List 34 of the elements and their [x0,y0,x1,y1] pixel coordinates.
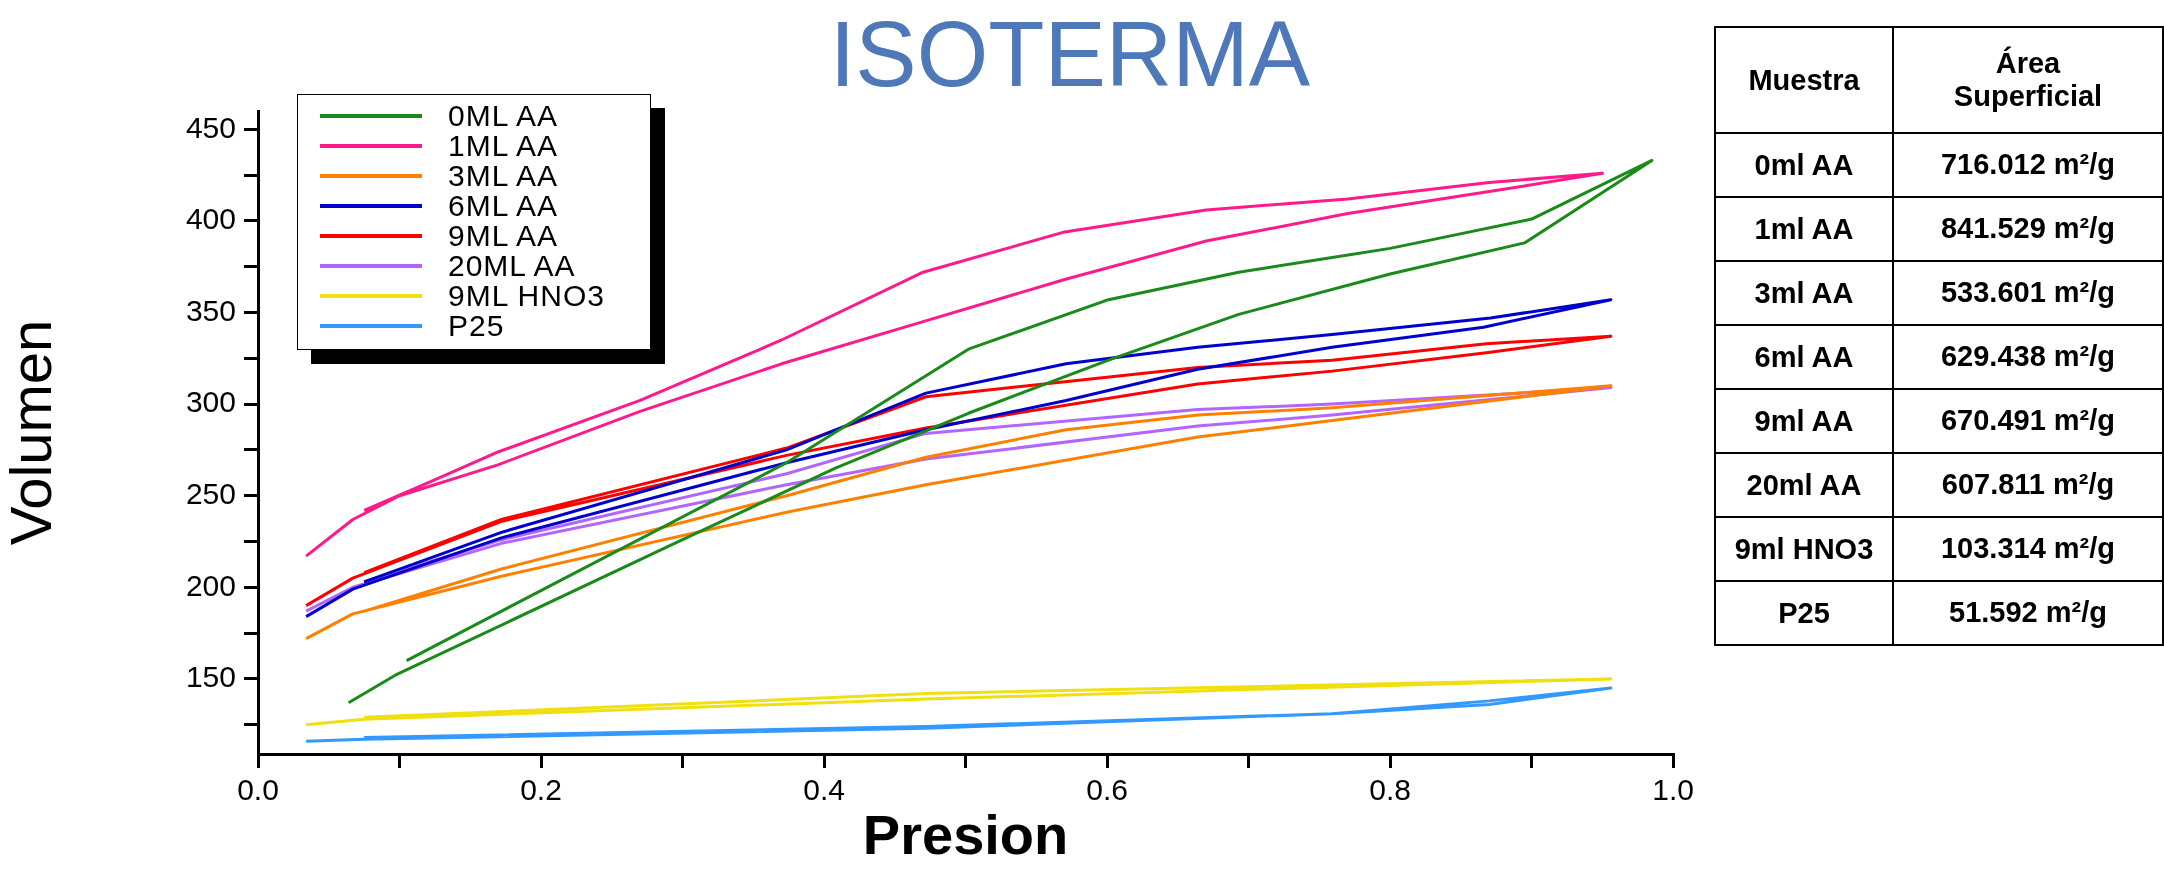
x-tick-label: 1.0 [1652,773,1695,807]
text: 533.601 m²/g [1940,276,2116,308]
text: 629.438 m²/g [1940,340,2116,372]
text: 51.592 m²/g [1949,596,2107,628]
text: Área Superficial [1952,47,2104,113]
category-label: 3ml AA [1715,261,1893,325]
y-tick-label: 150 [185,660,236,694]
x-tick-label: 0.2 [520,773,562,807]
category-label: 20ml AA [1715,453,1893,517]
text: 607.811 m²/g [1941,468,2115,500]
y-tick-label: 250 [185,476,236,510]
y-tick-label: 200 [185,568,236,602]
text: 670.491 m²/g [1940,404,2116,436]
category-label: 9ml HNO3 [1715,517,1893,581]
text: 716.012 m²/g [1940,148,2116,180]
x-axis-title: Presion [862,802,1069,866]
y-tick-label: 450 [185,110,236,144]
x-tick-label: 0.6 [1086,773,1128,807]
x-tick-label: 0.0 [237,773,279,807]
chart-title: ISOTERMA [828,3,1312,105]
category-label: P25 [1715,581,1893,645]
text: 841.529 m²/g [1940,212,2116,244]
x-tick-label: 0.8 [1369,773,1411,807]
category-label: 0ml AA [1715,133,1893,197]
y-tick-label: 350 [185,293,236,327]
y-tick-label: 400 [185,202,236,236]
text: Muestra [1747,63,1861,97]
x-tick-label: 0.4 [803,773,845,807]
y-axis-title: Volumen [0,319,63,546]
y-tick-label: 300 [185,385,236,419]
category-label: 6ml AA [1715,325,1893,389]
category-label: 1ml AA [1715,197,1893,261]
category-label: 9ml AA [1715,389,1893,453]
text: 103.314 m²/g [1940,532,2116,564]
